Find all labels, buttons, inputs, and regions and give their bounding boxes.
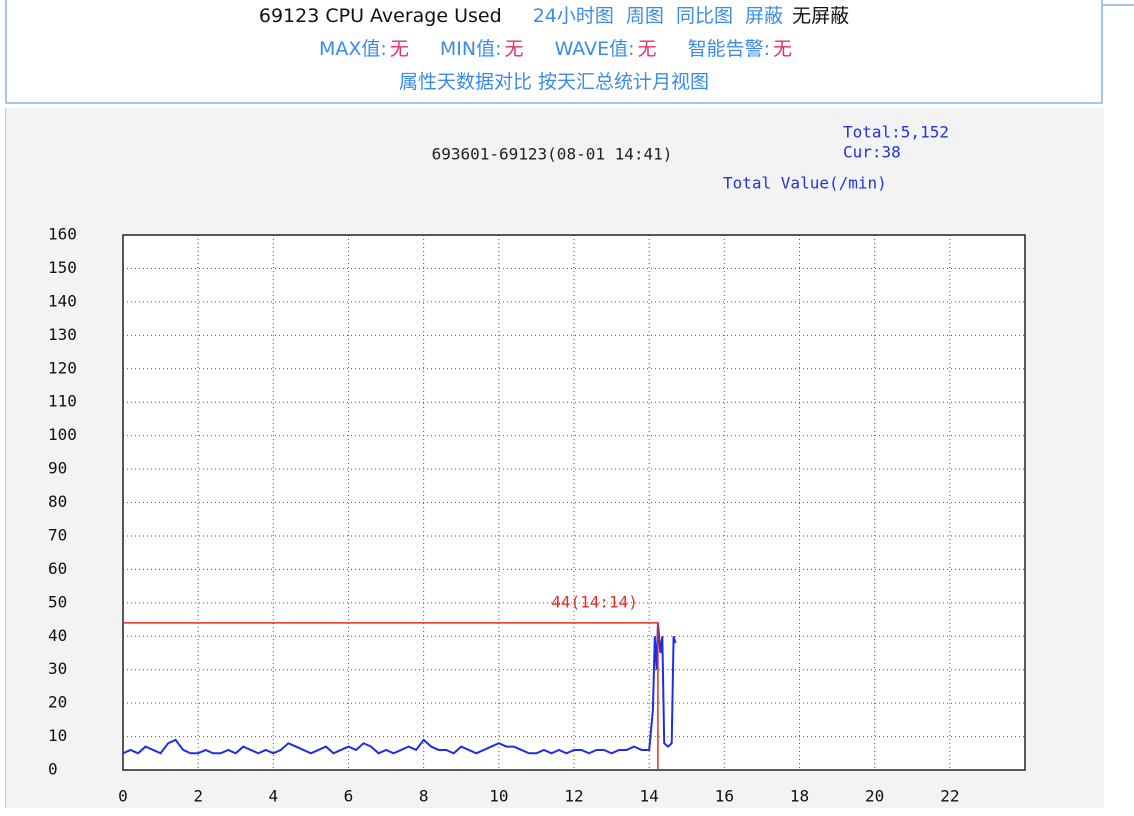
- total: Total:5,152: [843, 123, 949, 142]
- title: 69123 CPU Average Used: [258, 5, 502, 27]
- x-tick-label: 0: [118, 787, 128, 806]
- link[interactable]: 属性天数据对比: [398, 71, 532, 93]
- x-tick-label: 6: [344, 787, 354, 806]
- current: Cur:38: [843, 143, 901, 162]
- stat-label: WAVE值:: [554, 38, 635, 60]
- header-row: 69123 CPU Average Used 24小时图 周图 同比图 屏蔽 无…: [7, 0, 1101, 33]
- y-tick-label: 60: [48, 559, 67, 578]
- link[interactable]: 24小时图: [532, 5, 614, 27]
- link[interactable]: 屏蔽: [745, 5, 784, 27]
- chart-title: 693601-69123(08-01 14:41): [432, 145, 673, 164]
- y-tick-label: 110: [48, 392, 77, 411]
- stat-value: 无: [637, 38, 657, 60]
- x-tick-label: 16: [715, 787, 734, 806]
- stats-row: MAX值: 无 MIN值: 无 WAVE值: 无 智能告警: 无: [7, 33, 1101, 66]
- peak-marker: [123, 622, 659, 770]
- x-tick-label: 12: [564, 787, 583, 806]
- y-tick-label: 80: [48, 492, 67, 511]
- plot-border: [122, 234, 1026, 771]
- y-tick-label: 40: [48, 626, 67, 645]
- x-tick-label: 14: [640, 787, 659, 806]
- y-tick-label: 90: [48, 459, 67, 478]
- y-tick-label: 0: [48, 760, 58, 779]
- header: 69123 CPU Average Used 24小时图 周图 同比图 屏蔽 无…: [5, 0, 1103, 104]
- y-tick-label: 120: [48, 358, 77, 377]
- divider: [1103, 4, 1134, 6]
- x-tick-label: 2: [193, 787, 203, 806]
- y-tick-label: 50: [48, 592, 67, 611]
- y-tick-label: 20: [48, 693, 67, 712]
- stat-value: 无: [389, 38, 409, 60]
- current-option: 无屏蔽: [792, 5, 850, 27]
- x-tick-label: 10: [489, 787, 508, 806]
- footer-row: 属性天数据对比 按天汇总统计月视图: [7, 66, 1101, 99]
- x-tick-label: 8: [419, 787, 429, 806]
- stat-value: 无: [504, 38, 524, 60]
- stat-label: MAX值:: [319, 38, 387, 60]
- y-tick-label: 30: [48, 659, 67, 678]
- y-tick-label: 150: [48, 258, 77, 277]
- link[interactable]: 同比图: [675, 5, 733, 27]
- link[interactable]: 周图: [625, 5, 664, 27]
- link[interactable]: 按天汇总统计月视图: [538, 71, 710, 93]
- x-tick-label: 4: [269, 787, 279, 806]
- stat-label: MIN值:: [439, 38, 502, 60]
- stat-label: 智能告警:: [687, 38, 770, 60]
- plot-area: [123, 235, 1025, 770]
- stat-value: 无: [772, 38, 792, 60]
- x-tick-label: 18: [790, 787, 809, 806]
- line-series: [122, 622, 677, 755]
- y-tick-label: 10: [48, 726, 67, 745]
- y-tick-label: 140: [48, 291, 77, 310]
- y-tick-label: 70: [48, 525, 67, 544]
- peak-label: 44(14:14): [551, 592, 638, 611]
- y-axis-label: Total Value(/min): [723, 174, 887, 193]
- y-tick-label: 160: [48, 225, 77, 244]
- x-tick-label: 22: [940, 787, 959, 806]
- x-tick-label: 20: [865, 787, 884, 806]
- y-tick-label: 130: [48, 325, 77, 344]
- y-tick-label: 100: [48, 425, 77, 444]
